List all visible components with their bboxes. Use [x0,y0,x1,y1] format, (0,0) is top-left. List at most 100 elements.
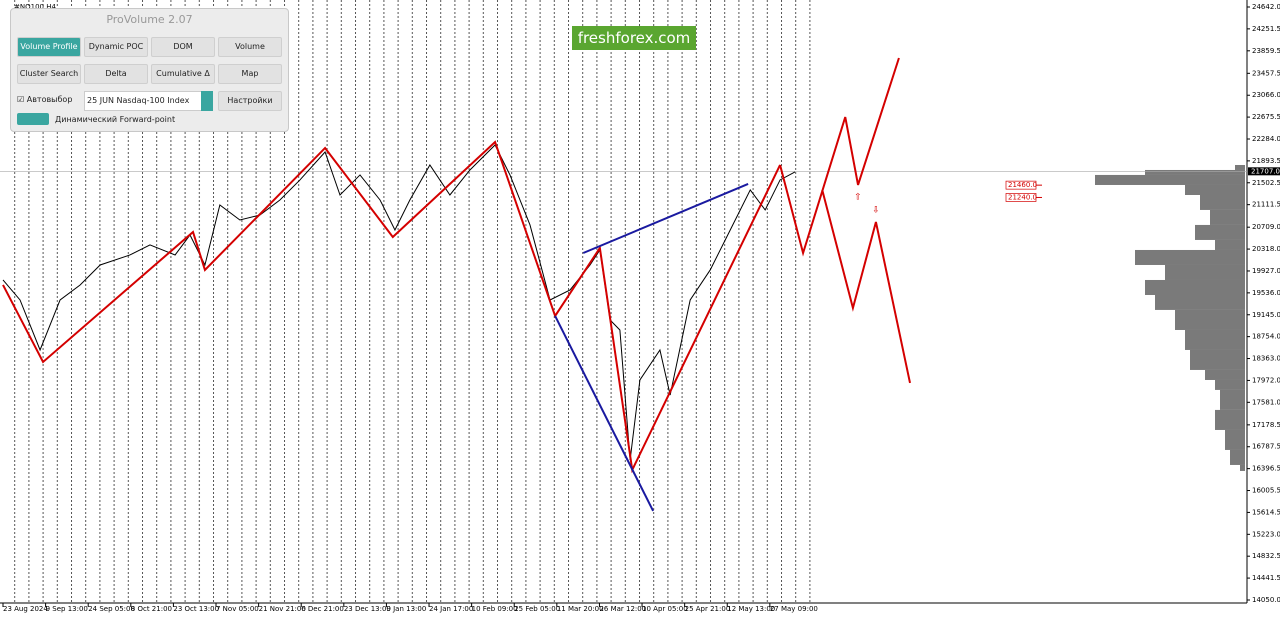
y-tick-label: 14050.0 [1252,596,1280,604]
y-tick-label: 17581.0 [1252,398,1280,406]
x-tick-label: 25 Feb 05:00 [514,605,560,613]
y-tick-label: 14441.5 [1252,574,1280,582]
level-label: 21240.0 [1008,193,1037,201]
x-tick-label: 27 May 09:00 [770,605,818,613]
y-tick-label: 17972.0 [1252,376,1280,384]
button[interactable]: Volume [218,37,282,57]
button[interactable]: Dynamic POC [84,37,148,57]
y-tick-label: 17178.5 [1252,421,1280,429]
volume-bar [1145,169,1245,175]
y-tick-label: 21893.5 [1252,157,1280,165]
x-tick-label: 8 Oct 21:00 [131,605,172,613]
settings-button[interactable]: Настройки [218,91,282,111]
price-label: 21707.0 [1251,167,1280,175]
toggle-label: Динамический Forward-point [55,115,176,124]
series-line [2,140,781,474]
x-tick-label: 9 Jan 13:00 [386,605,426,613]
select-arrow[interactable] [201,91,213,111]
button[interactable]: Map [218,64,282,84]
volume-bar [1235,164,1245,170]
x-tick-label: 23 Aug 2024 [3,605,48,613]
x-tick-label: 24 Sep 05:00 [88,605,135,613]
x-tick-label: 23 Oct 13:00 [173,605,219,613]
y-tick-label: 15223.0 [1252,530,1280,538]
y-tick-label: 20318.0 [1252,245,1280,253]
volume-bar [1155,294,1245,310]
x-tick-label: 10 Apr 05:00 [642,605,688,613]
x-tick-label: 10 Feb 09:00 [472,605,518,613]
y-tick-label: 18754.0 [1252,333,1280,341]
toggle[interactable] [17,113,49,125]
x-tick-label: 11 Mar 20:00 [557,605,604,613]
volume-bar [1200,194,1245,210]
instrument-select[interactable]: 25 JUN Nasdaq-100 Index [84,91,206,111]
up-arrow: ⇧ [854,193,862,203]
y-tick-label: 22675.5 [1252,113,1280,121]
watermark: freshforex.com [572,26,696,50]
level-box [1005,180,1037,190]
series-line [554,315,655,512]
y-tick-label: 23066.0 [1252,91,1280,99]
y-tick-label: 19927.0 [1252,267,1280,275]
series-line [2,144,796,461]
panel-title: ProVolume 2.07 [106,13,193,26]
volume-bar [1165,264,1245,280]
volume-bar [1225,429,1245,450]
level-label: 21460.0 [1008,181,1037,189]
volume-bar [1220,389,1245,410]
y-tick-label: 14832.5 [1252,552,1280,560]
y-tick-label: 16787.5 [1252,443,1280,451]
x-tick-label: 26 Mar 12:00 [599,605,646,613]
y-tick-label: 19145.0 [1252,311,1280,319]
y-tick-label: 19536.0 [1252,289,1280,297]
button[interactable]: Delta [84,64,148,84]
x-tick-label: 9 Sep 13:00 [46,605,88,613]
y-tick-label: 15614.5 [1252,508,1280,516]
y-tick-label: 23457.5 [1252,69,1280,77]
volume-bar [1215,239,1245,250]
x-tick-label: 21 Nov 21:00 [259,605,306,613]
series-line [779,57,900,257]
symbol: #NQ100,H4 [14,3,56,11]
y-tick-label: 24251.5 [1252,25,1280,33]
x-tick-label: 7 Nov 05:00 [216,605,259,613]
y-tick-label: 21502.5 [1252,179,1280,187]
y-tick-label: 20709.0 [1252,223,1280,231]
series-line [821,189,911,384]
volume-bar [1185,329,1245,350]
x-tick-label: 23 Dec 13:00 [344,605,391,613]
button[interactable]: Cumulative Δ [151,64,215,84]
y-tick-label: 16005.5 [1252,487,1280,495]
x-tick-label: 12 May 13:00 [727,605,775,613]
y-tick-label: 22284.0 [1252,135,1280,143]
level-box [1005,193,1037,202]
down-arrow: ⇩ [872,206,880,216]
checkbox[interactable]: ☑ Автовыбор [17,95,73,104]
y-tick-label: 16396.5 [1252,465,1280,473]
volume-bar [1230,449,1245,465]
button[interactable]: DOM [151,37,215,57]
price-badge [1248,167,1280,176]
x-tick-label: 25 Apr 21:00 [685,605,731,613]
x-tick-label: 24 Jan 17:00 [429,605,473,613]
volume-bar [1185,184,1245,195]
series-line [582,183,749,254]
y-tick-label: 21111.5 [1252,201,1280,209]
provolume-panel: ProVolume 2.07 Volume Profile Dynamic PO… [10,8,289,132]
y-tick-label: 23859.5 [1252,47,1280,55]
volume-bar [1240,464,1245,471]
x-tick-label: 6 Dec 21:00 [301,605,344,613]
volume-bar [1175,309,1245,330]
volume-bar [1135,249,1245,265]
volume-bar [1145,279,1245,295]
volume-bar [1095,174,1245,185]
volume-bar [1195,224,1245,240]
volume-bar [1215,379,1245,390]
button[interactable]: Cluster Search [17,64,81,84]
volume-bar [1190,349,1245,370]
volume-bar [1215,409,1245,430]
y-tick-label: 24642.0 [1252,3,1280,11]
volume-bar [1210,209,1245,225]
button[interactable]: Volume Profile [17,37,81,57]
